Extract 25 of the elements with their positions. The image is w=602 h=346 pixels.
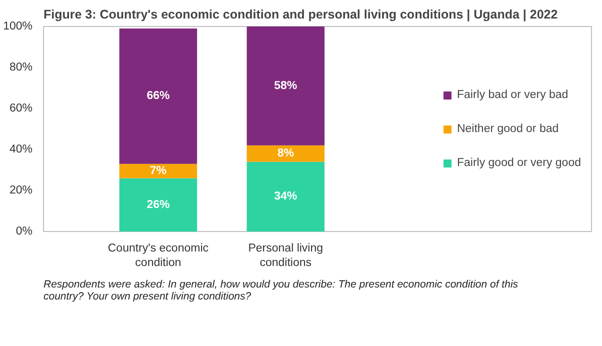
data-label: 7% bbox=[150, 165, 167, 178]
y-tick-label: 40% bbox=[9, 144, 33, 156]
data-label: 34% bbox=[274, 190, 298, 203]
x-tick-label: Personal living conditions bbox=[248, 242, 324, 269]
data-label: 26% bbox=[146, 198, 170, 211]
data-label: 8% bbox=[277, 148, 294, 160]
data-label: 58% bbox=[274, 80, 298, 92]
y-tick-label: 20% bbox=[9, 184, 33, 196]
x-tick-label: Country's economic condition bbox=[108, 242, 209, 269]
bar bbox=[246, 162, 325, 232]
y-tick-label: 60% bbox=[9, 102, 33, 114]
legend-label: Fairly bad or very bad bbox=[456, 88, 568, 100]
bar bbox=[246, 26, 325, 146]
data-label: 66% bbox=[146, 90, 170, 102]
bar bbox=[119, 164, 198, 178]
legend-label: Neither good or bad bbox=[456, 122, 559, 134]
bar bbox=[246, 145, 325, 162]
y-tick-label: 100% bbox=[3, 20, 33, 32]
chart-title: Figure 3: Country's economic condition and personal living conditions | Uganda | 2022 bbox=[44, 8, 558, 22]
text: Respondents were asked: In general, how would you describe: The present economic condition of this country? Your own present living conditions? bbox=[44, 278, 519, 302]
bar bbox=[119, 28, 198, 164]
y-tick-label: 80% bbox=[9, 62, 33, 74]
bar bbox=[119, 178, 198, 232]
y-tick-label: 0% bbox=[16, 226, 33, 238]
legend-label: Fairly good or very good bbox=[456, 156, 581, 168]
